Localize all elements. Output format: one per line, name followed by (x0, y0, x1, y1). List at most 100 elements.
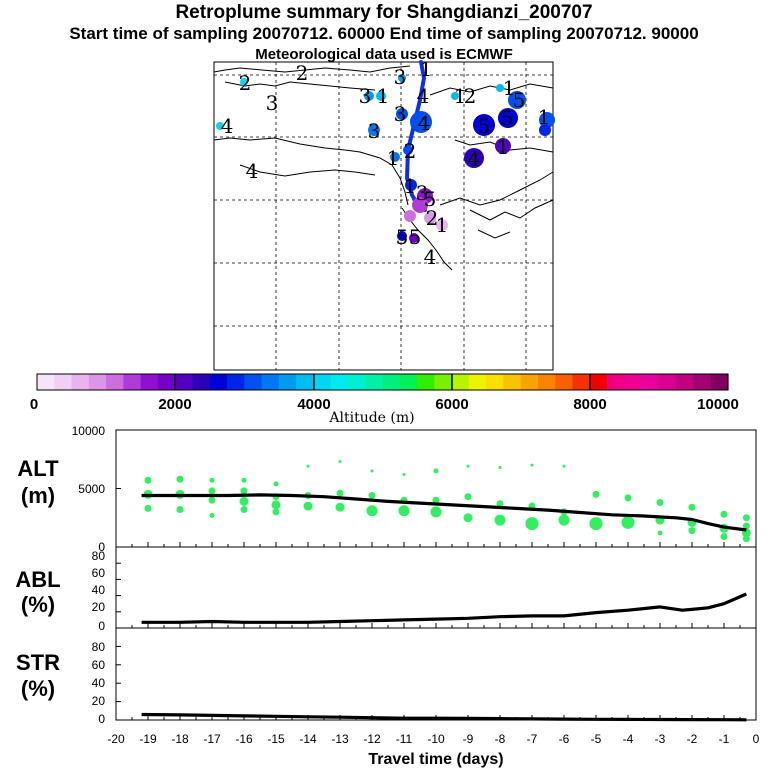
alt-cluster-point (720, 510, 728, 518)
colorbar-cell (451, 374, 470, 390)
alt-cluster-point (430, 506, 442, 518)
alt-cluster-point (370, 469, 374, 473)
map-cluster-label: 3 (368, 119, 381, 143)
map-grid (214, 62, 553, 370)
colorbar-cell (693, 374, 712, 390)
colorbar-tick-label: 10000 (697, 396, 739, 413)
colorbar-cell (123, 374, 142, 390)
map-cluster-dot (368, 124, 380, 136)
map-cluster-dot (376, 91, 386, 101)
str-series (141, 712, 747, 722)
map-cluster-label: 4 (221, 114, 234, 138)
colorbar-cell (106, 374, 124, 390)
colorbar-cell (607, 374, 625, 390)
x-tick-label: -11 (396, 732, 413, 746)
x-tick-labels: -20 -19 -18 -17 -16 -15 -14 -13 -12 -11 -10 -9 -8 -7-… (107, 732, 759, 746)
colorbar-cell (261, 374, 280, 390)
alt-cluster-point (398, 505, 410, 517)
series-line (141, 493, 747, 532)
map-cluster-label: 2 (239, 71, 252, 95)
alt-cluster-point (335, 502, 345, 512)
map-cluster-dot (410, 111, 432, 133)
colorbar-tick-label: 8000 (573, 396, 606, 413)
str-y-tick: 0 (98, 712, 105, 726)
alt-y-tick: 5000 (78, 482, 105, 496)
colorbar-cell (589, 374, 608, 390)
alt-cluster-point (463, 513, 473, 523)
alt-y-tick: 10000 (72, 424, 106, 438)
abl-y-tick: 60 (92, 566, 106, 580)
alt-cluster-point (176, 506, 184, 514)
alt-cluster-point (272, 508, 280, 516)
x-tick-label: -3 (655, 732, 666, 746)
colorbar-cell (399, 374, 418, 390)
map-cluster-dot (539, 112, 555, 128)
alt-panel: 10000 5000 0 (72, 424, 757, 554)
abl-panel-name: ABL (15, 567, 60, 592)
colorbar-cell (209, 374, 228, 390)
map-cluster-dot (436, 219, 448, 231)
met-data-source: Meteorological data used is ECMWF (255, 46, 513, 63)
colorbar-cell (37, 374, 55, 390)
alt-cluster-point (368, 492, 376, 500)
x-tick-label: -1 (719, 732, 730, 746)
map-cluster-dot (473, 114, 495, 136)
map-cluster-label: 1 (503, 76, 516, 100)
alt-cluster-point (336, 489, 344, 497)
map-cluster-label: 3 (266, 91, 279, 115)
map-cluster-dot (405, 179, 417, 191)
abl-series (141, 592, 748, 624)
sampling-times: Start time of sampling 20070712. 60000 E… (69, 24, 699, 43)
map-cluster-label: 3 (416, 181, 429, 205)
alt-cluster-point (209, 512, 215, 518)
alt-cluster-point (624, 494, 632, 502)
map-cluster-dot (498, 108, 518, 128)
colorbar-tick-label: 6000 (435, 396, 468, 413)
map-cluster-label: 1 (436, 213, 449, 237)
map-cluster-label: 5 (396, 225, 409, 249)
str-y-tick: 80 (92, 640, 106, 654)
map-cluster-dot (424, 212, 436, 224)
str-y-tick: 40 (92, 676, 106, 690)
colorbar-cell (54, 374, 73, 390)
str-frame (115, 627, 757, 721)
x-tick-label: -12 (363, 732, 381, 746)
map-cluster-label: 3 (394, 102, 407, 126)
alt-cluster-point (176, 475, 184, 483)
colorbar-cell (71, 374, 90, 390)
alt-cluster-point (494, 514, 506, 526)
x-tick-label: -9 (463, 732, 474, 746)
map-cluster-label: 1 (404, 174, 417, 198)
map-cluster-dot (403, 145, 413, 155)
abl-panel: 80 60 40 20 0 (92, 546, 757, 633)
x-tick-label: -2 (687, 732, 698, 746)
alt-cluster-point (433, 468, 439, 474)
colorbar-tick-label: 2000 (158, 396, 191, 413)
colorbar-tick-label: 4000 (297, 396, 330, 413)
alt-y-tick: 0 (98, 540, 105, 554)
map-cluster-label: 4 (418, 111, 431, 135)
x-tick-label: -17 (203, 732, 221, 746)
map-cluster-label: 5 (501, 106, 514, 130)
map-cluster-dot (364, 91, 374, 101)
map-cluster-label: 5 (424, 187, 437, 211)
chart-title: Retroplume summary for Shangdianzi_20070… (175, 2, 593, 23)
colorbar-cell (192, 374, 211, 390)
map-cluster-label: 2 (464, 84, 477, 108)
x-tick-label: -15 (267, 732, 285, 746)
series-line (141, 712, 747, 722)
colorbar-cell (296, 374, 314, 390)
colorbar-cell (140, 374, 159, 390)
x-tick-label: -8 (495, 732, 506, 746)
x-tick-label: 0 (753, 732, 760, 746)
alt-cluster-point (562, 464, 566, 468)
alt-cluster-point (742, 522, 750, 530)
str-y-tick: 20 (92, 694, 106, 708)
map-cluster-label: 4 (468, 147, 481, 171)
alt-cluster-point (688, 503, 696, 511)
colorbar-cell (468, 374, 487, 390)
colorbar-cell (503, 374, 522, 390)
